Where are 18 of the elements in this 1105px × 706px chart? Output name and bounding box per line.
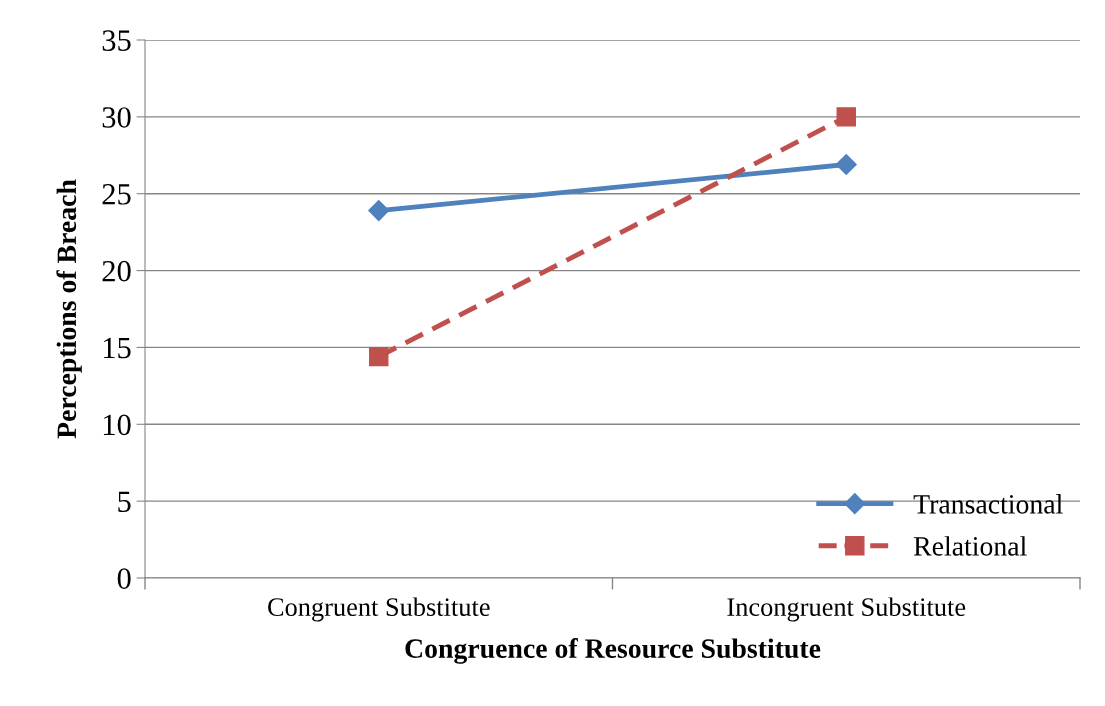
y-tick-label: 35 [102,30,131,51]
point [835,153,857,176]
y-tick-label: 25 [102,184,131,205]
point [368,200,390,222]
x-tick-label: Incongruent Substitute [727,597,966,622]
y-tick-label: 0 [117,568,131,589]
y-tick-label: 15 [103,337,131,359]
point [836,107,856,127]
x-axis-title: Congruence of Resource Substitute [405,638,821,664]
y-tick-label: 5 [118,491,131,513]
y-tick-label: 30 [102,107,131,128]
legend-label: Relational [913,536,1027,556]
legend-label: Transactional [913,494,1063,514]
y-tick-label: 10 [103,414,131,436]
point [369,346,389,367]
y-tick-label: 20 [102,260,131,282]
x-tick-label: Congruent Substitute [268,597,490,622]
y-axis-title: Perceptions of Breach [56,179,82,439]
